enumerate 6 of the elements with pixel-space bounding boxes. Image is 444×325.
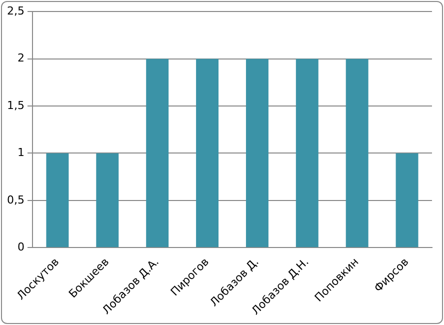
y-tick-label: 0,5 (6, 193, 24, 206)
y-tick-label: 0 (17, 240, 24, 254)
y-tick-label: 2,5 (6, 4, 24, 18)
y-tick-label: 2 (17, 52, 24, 65)
y-tick-label: 1,5 (6, 98, 24, 112)
y-tick-label: 1 (17, 146, 24, 160)
